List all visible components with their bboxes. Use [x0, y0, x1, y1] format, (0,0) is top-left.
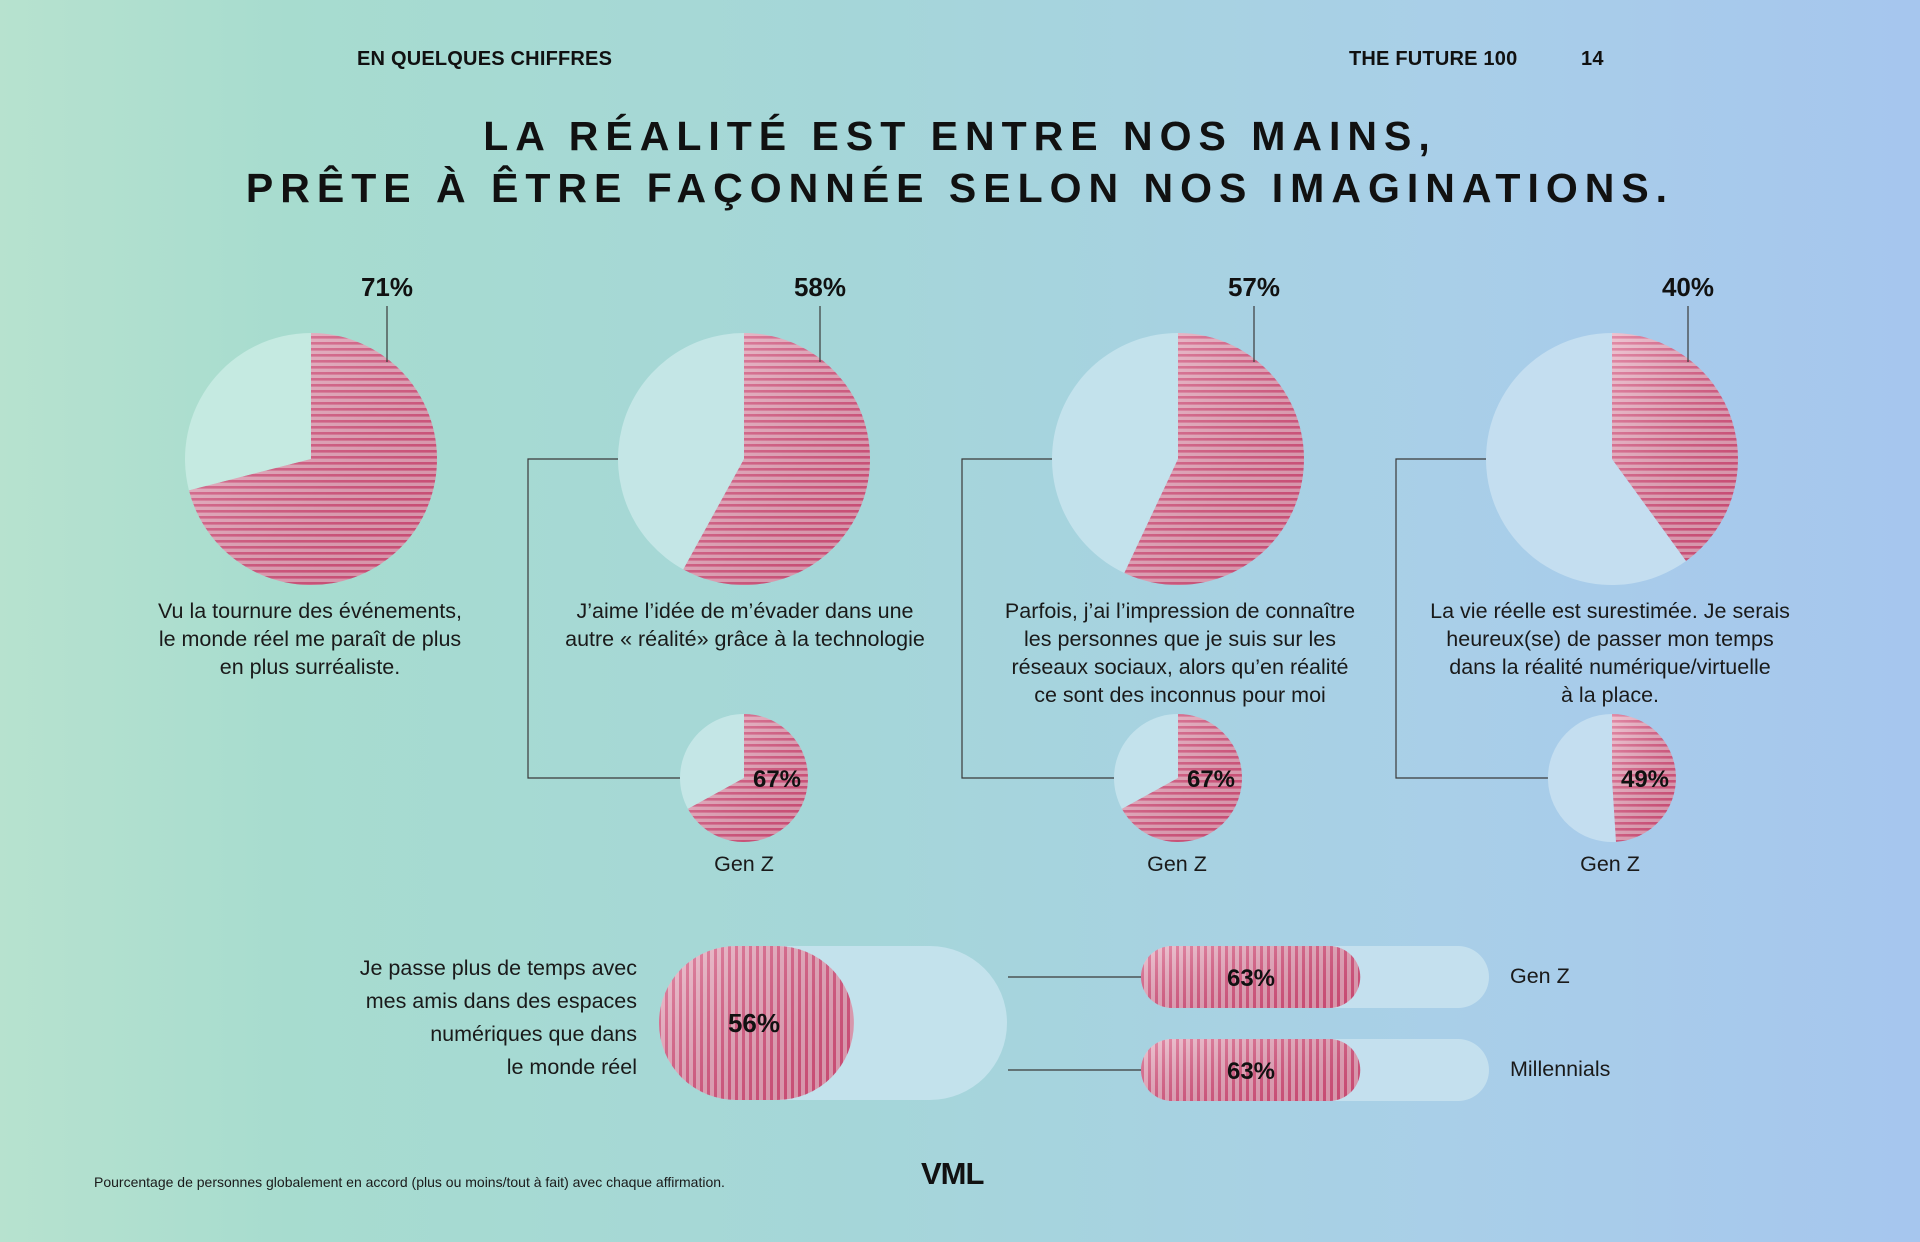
bar-question: Je passe plus de temps avec mes amis dan…	[360, 952, 637, 1084]
pie-caption-1: Vu la tournure des événements, le monde …	[110, 597, 510, 681]
pie-1-value-label: 71%	[361, 272, 413, 302]
pie-caption-2: J’aime l’idée de m’évader dans une autre…	[530, 597, 960, 653]
sub-pie-2-rest-slice	[680, 714, 744, 809]
bar-shade-2	[1141, 1039, 1361, 1101]
pie-2-connector	[527, 458, 680, 779]
pie-4-value-label: 40%	[1662, 272, 1714, 302]
pie-3-value-shade	[1124, 333, 1304, 585]
sub-pie-3-rest-slice	[1114, 714, 1178, 809]
pie-4-connector	[1395, 458, 1548, 779]
caption-line: Vu la tournure des événements,	[158, 599, 462, 623]
caption-line: La vie réelle est surestimée. Je serais	[1430, 599, 1790, 623]
publication-label: THE FUTURE 100	[1349, 48, 1518, 70]
pie-2-value-label: 58%	[794, 272, 846, 302]
pie-4-value-shade	[1612, 333, 1739, 561]
footnote: Pourcentage de personnes globalement en …	[94, 1174, 725, 1190]
question-line: numériques que dans	[430, 1022, 637, 1046]
sub-pie-3-value-label: 67%	[1187, 766, 1235, 793]
sub-pie-4-value-shade	[1612, 714, 1676, 842]
bar-value-label-1: 63%	[1227, 965, 1275, 992]
question-line: le monde réel	[506, 1055, 637, 1079]
caption-line: en plus surréaliste.	[219, 655, 401, 679]
pie-caption-4: La vie réelle est surestimée. Je serais …	[1395, 597, 1825, 709]
bar-total-shade	[659, 946, 854, 1100]
sub-pie-4-rest-slice	[1547, 713, 1617, 842]
pie-3-connector	[961, 458, 1114, 779]
pie-2-rest-slice	[618, 333, 744, 570]
sub-pie-4-value-label: 49%	[1621, 766, 1669, 793]
brand-logo: VML	[921, 1156, 984, 1191]
sub-group-label-3: Gen Z	[1147, 852, 1207, 876]
bar-series-label-millennials: Millennials	[1510, 1057, 1611, 1081]
bar-shade-1	[1141, 946, 1361, 1008]
caption-line: heureux(se) de passer mon temps	[1446, 627, 1774, 651]
caption-line: J’aime l’idée de m’évader dans une	[576, 599, 914, 623]
caption-line: réseaux sociaux, alors qu’en réalité	[1011, 655, 1349, 679]
caption-line: le monde réel me paraît de plus	[158, 627, 462, 651]
sub-pie-2-value-shade	[687, 714, 809, 843]
bar-total-value-label: 56%	[728, 1008, 780, 1038]
sub-group-label-2: Gen Z	[714, 852, 774, 876]
pie-2-value-shade	[683, 333, 871, 585]
sub-pie-3-value-shade	[1121, 714, 1243, 842]
pie-caption-3: Parfois, j’ai l’impression de connaître …	[965, 597, 1395, 709]
caption-line: Parfois, j’ai l’impression de connaître	[1004, 599, 1356, 623]
title-line-1: LA RÉALITÉ EST ENTRE NOS MAINS,	[483, 113, 1437, 159]
title-line-2: PRÊTE À ÊTRE FAÇONNÉE SELON NOS IMAGINAT…	[245, 165, 1675, 211]
bar-value-label-2: 63%	[1227, 1058, 1275, 1085]
pie-4-rest-slice	[1486, 333, 1687, 585]
bar-series-label-genz: Gen Z	[1510, 964, 1570, 988]
sub-pie-2-value-label: 67%	[753, 766, 801, 793]
caption-line: autre « réalité» grâce à la technologie	[565, 627, 925, 651]
caption-line: les personnes que je suis sur les	[1024, 627, 1336, 651]
pie-1-rest-slice	[185, 333, 311, 491]
caption-line: dans la réalité numérique/virtuelle	[1449, 655, 1771, 679]
page-title: LA RÉALITÉ EST ENTRE NOS MAINS, PRÊTE À …	[0, 110, 1920, 214]
page-number: 14	[1581, 48, 1604, 70]
question-line: Je passe plus de temps avec	[359, 956, 637, 980]
question-line: mes amis dans des espaces	[365, 989, 637, 1013]
caption-line: à la place.	[1560, 683, 1659, 707]
pie-1-value-shade	[188, 333, 438, 586]
pie-3-value-label: 57%	[1228, 272, 1280, 302]
pie-3-rest-slice	[1051, 333, 1178, 574]
sub-group-label-4: Gen Z	[1580, 852, 1640, 876]
caption-line: ce sont des inconnus pour moi	[1034, 683, 1326, 707]
section-label: EN QUELQUES CHIFFRES	[357, 48, 613, 70]
